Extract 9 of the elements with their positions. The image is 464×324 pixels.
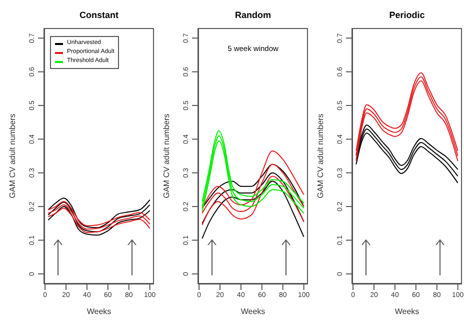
y-axis-title: GAM CV adult numbers (316, 114, 325, 198)
y-axis-title: GAM CV adult numbers (162, 114, 171, 198)
x-axis-title: Weeks (394, 307, 420, 316)
chart-title: Constant (78, 10, 120, 20)
chart-title: Periodic (388, 10, 426, 20)
chart-title: Random (234, 10, 272, 20)
x-axis-title: Weeks (86, 307, 112, 316)
x-axis-title: Weeks (240, 307, 266, 316)
y-axis-title: GAM CV adult numbers (8, 114, 17, 198)
